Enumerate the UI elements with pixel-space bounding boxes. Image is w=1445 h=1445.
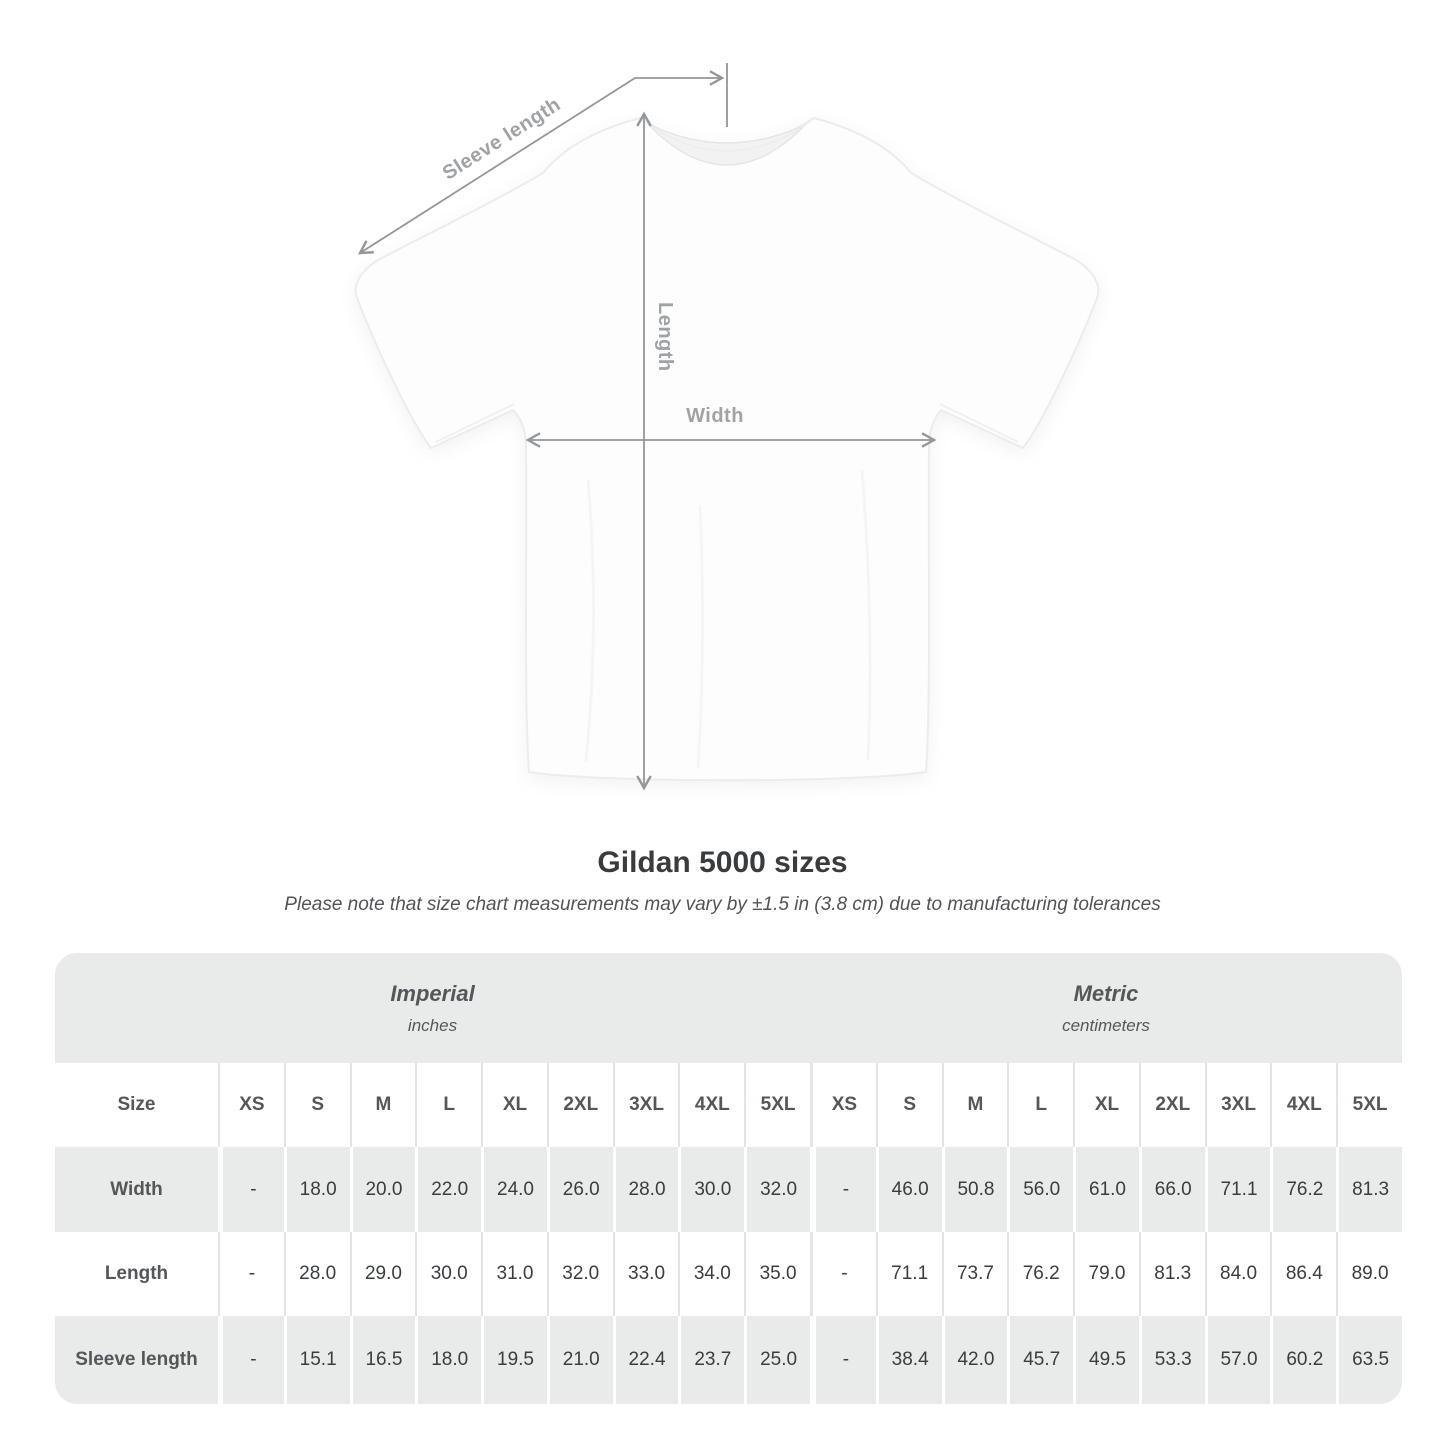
value-cell: 57.0	[1204, 1316, 1271, 1404]
value-cell: 63.5	[1336, 1316, 1402, 1404]
value-cell: 45.7	[1007, 1316, 1074, 1404]
value-cell: 28.0	[283, 1232, 350, 1316]
length-label: Length	[654, 302, 676, 372]
value-cell: 32.0	[546, 1232, 613, 1316]
value-cell: -	[810, 1147, 876, 1232]
value-cell: 15.1	[283, 1316, 350, 1404]
size-col-header: 5XL	[1336, 1063, 1402, 1147]
size-col-header: 2XL	[1138, 1063, 1205, 1147]
value-cell: -	[810, 1316, 876, 1404]
value-cell: -	[218, 1147, 284, 1232]
size-col-header: 3XL	[1204, 1063, 1271, 1147]
tshirt-graphic	[354, 117, 1100, 782]
value-cell: 29.0	[349, 1232, 416, 1316]
value-cell: -	[810, 1232, 876, 1316]
sleeve-length-arrow	[357, 70, 725, 255]
value-cell: 18.0	[283, 1147, 350, 1232]
value-cell: 22.4	[612, 1316, 679, 1404]
measurement-arrows	[357, 63, 937, 791]
size-col-header: L	[415, 1063, 482, 1147]
value-cell: 60.2	[1270, 1316, 1337, 1404]
size-col-header: S	[875, 1063, 942, 1147]
value-cell: 24.0	[481, 1147, 547, 1232]
value-cell: 73.7	[941, 1232, 1008, 1316]
size-col-header: 4XL	[678, 1063, 745, 1147]
row-label: Sleeve length	[55, 1316, 218, 1404]
value-cell: 23.7	[678, 1316, 745, 1404]
imperial-label: Imperial	[390, 980, 475, 1006]
width-label: Width	[686, 405, 744, 427]
size-col-header: S	[283, 1063, 350, 1147]
value-cell: 79.0	[1073, 1232, 1139, 1316]
metric-unit: centimeters	[1062, 1015, 1150, 1035]
row-label: Width	[55, 1147, 218, 1232]
value-cell: 42.0	[941, 1316, 1008, 1404]
tshirt-measurement-diagram: Sleeve length Length Width	[354, 63, 1100, 791]
value-cell: 31.0	[481, 1232, 547, 1316]
imperial-header: Imperial inches	[55, 953, 810, 1063]
value-cell: 81.3	[1336, 1147, 1402, 1232]
value-cell: 32.0	[744, 1147, 810, 1232]
tshirt-diagram-svg	[354, 63, 1100, 791]
value-cell: 86.4	[1270, 1232, 1337, 1316]
value-cell: 66.0	[1138, 1147, 1205, 1232]
value-cell: 71.1	[875, 1232, 942, 1316]
value-cell: 21.0	[546, 1316, 613, 1404]
size-header-row: Size XS S M L XL 2XL 3XL 4XL 5XL XS S M L XL 2XL 3XL 4XL 5…	[55, 1063, 1402, 1147]
size-col-header: XS	[810, 1063, 876, 1147]
metric-header: Metric centimeters	[810, 953, 1402, 1063]
size-table: Imperial inches Metric centimeters Size X…	[55, 953, 1402, 1404]
value-cell: 30.0	[415, 1232, 482, 1316]
value-cell: 56.0	[1007, 1147, 1074, 1232]
value-cell: 30.0	[678, 1147, 745, 1232]
size-col-header: 3XL	[612, 1063, 679, 1147]
value-cell: 50.8	[941, 1147, 1008, 1232]
size-col-header: M	[349, 1063, 416, 1147]
value-cell: 18.0	[415, 1316, 482, 1404]
table-row-width: Width -18.0 20.0 22.0 24.0 26.0 28.0 30.0 32.0-4…	[55, 1147, 1402, 1232]
value-cell: 22.0	[415, 1147, 482, 1232]
value-cell: 16.5	[349, 1316, 416, 1404]
value-cell: 84.0	[1204, 1232, 1271, 1316]
value-cell: 26.0	[546, 1147, 613, 1232]
row-label: Length	[55, 1232, 218, 1316]
size-column-header: Size	[55, 1063, 218, 1147]
value-cell: 71.1	[1204, 1147, 1271, 1232]
table-row-length: Length -28.0 29.0 30.0 31.0 32.0 33.0 34.0 35.0-…	[55, 1232, 1402, 1316]
value-cell: -	[218, 1316, 284, 1404]
value-cell: 34.0	[678, 1232, 745, 1316]
size-col-header: XL	[1073, 1063, 1139, 1147]
page-title: Gildan 5000 sizes	[597, 846, 848, 879]
size-col-header: XS	[218, 1063, 284, 1147]
value-cell: 28.0	[612, 1147, 679, 1232]
value-cell: 33.0	[612, 1232, 679, 1316]
table-row-sleeve-length: Sleeve length -15.1 16.5 18.0 19.5 21.0 22.4 23…	[55, 1316, 1402, 1404]
value-cell: 20.0	[349, 1147, 416, 1232]
value-cell: 76.2	[1007, 1232, 1074, 1316]
value-cell: 46.0	[875, 1147, 942, 1232]
value-cell: 89.0	[1336, 1232, 1402, 1316]
imperial-unit: inches	[407, 1015, 458, 1035]
size-col-header: M	[941, 1063, 1008, 1147]
size-col-header: XL	[481, 1063, 547, 1147]
size-col-header: 5XL	[744, 1063, 810, 1147]
value-cell: 25.0	[744, 1316, 810, 1404]
value-cell: 81.3	[1138, 1232, 1205, 1316]
value-cell: 38.4	[875, 1316, 942, 1404]
value-cell: 76.2	[1270, 1147, 1337, 1232]
size-col-header: L	[1007, 1063, 1074, 1147]
value-cell: 53.3	[1138, 1316, 1205, 1404]
size-col-header: 2XL	[546, 1063, 613, 1147]
size-col-header: 4XL	[1270, 1063, 1337, 1147]
metric-label: Metric	[1073, 980, 1139, 1006]
value-cell: 35.0	[744, 1232, 810, 1316]
tolerance-note: Please note that size chart measurements…	[284, 894, 1161, 915]
value-cell: 49.5	[1073, 1316, 1139, 1404]
value-cell: -	[218, 1232, 284, 1316]
value-cell: 61.0	[1073, 1147, 1139, 1232]
value-cell: 19.5	[481, 1316, 547, 1404]
unit-header-band: Imperial inches Metric centimeters	[55, 953, 1402, 1063]
